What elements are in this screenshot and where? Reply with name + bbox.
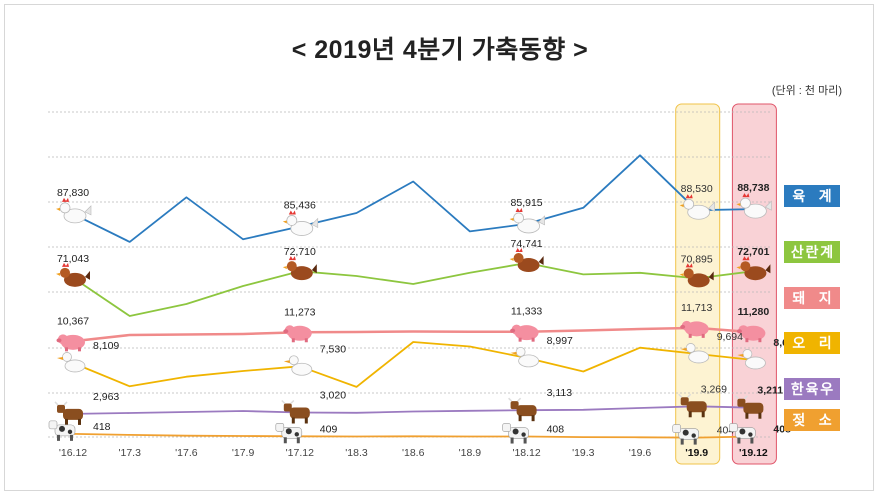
x-tick-label: '17.3	[118, 447, 141, 459]
series-line-hanwoo	[72, 405, 754, 415]
legend-duck: 오 리	[784, 332, 840, 354]
data-label-duck: 9,694	[717, 331, 743, 343]
data-label-dairy: 408	[547, 424, 565, 436]
series-line-dairy	[72, 433, 754, 439]
data-label-layer: 74,741	[511, 238, 543, 250]
hen-icon	[736, 256, 771, 281]
x-tick-label: '17.12	[286, 447, 314, 459]
series-line-pig	[72, 326, 754, 343]
chicken-icon	[509, 207, 545, 234]
data-label-dairy: 409	[320, 423, 338, 435]
duck-icon	[680, 343, 710, 364]
cow-icon	[678, 393, 707, 418]
data-label-chicken: 88,738	[737, 182, 769, 194]
pig-icon	[56, 334, 85, 352]
series-line-chicken	[72, 154, 754, 243]
pig-icon	[510, 324, 539, 342]
dairy-cow-icon	[729, 423, 756, 444]
data-label-pig: 11,280	[738, 306, 770, 318]
chart-title: < 2019년 4분기 가축동향 >	[291, 36, 589, 64]
data-label-pig: 11,713	[681, 302, 712, 314]
data-label-pig: 10,367	[57, 315, 89, 327]
cow-icon	[54, 401, 83, 425]
duck-icon	[283, 355, 313, 376]
dairy-cow-icon	[48, 420, 76, 441]
data-label-duck: 8,109	[93, 340, 119, 352]
cow-icon	[734, 395, 764, 419]
chicken-icon	[679, 194, 715, 220]
data-label-dairy: 418	[93, 421, 111, 433]
x-tick-label: '18.9	[459, 447, 482, 459]
dairy-cow-icon	[275, 422, 303, 444]
chicken-icon	[736, 193, 772, 219]
duck-icon	[737, 349, 766, 370]
pig-icon	[680, 320, 709, 338]
dairy-cow-icon	[672, 424, 700, 445]
hen-icon	[509, 248, 544, 273]
chart-frame	[4, 4, 874, 491]
data-label-duck: 8,997	[547, 335, 573, 347]
data-label-chicken: 88,530	[681, 183, 713, 195]
data-label-chicken: 85,915	[511, 197, 543, 209]
data-label-hanwoo: 3,113	[547, 387, 573, 399]
data-label-hanwoo: 3,269	[701, 383, 727, 395]
x-tick-label: '18.12	[512, 447, 540, 459]
x-tick-label: '19.12	[739, 447, 768, 459]
x-tick-label: '18.3	[345, 447, 368, 459]
data-label-layer: 71,043	[57, 253, 89, 265]
cow-icon	[281, 399, 310, 424]
cow-icon	[508, 397, 537, 422]
data-label-layer: 72,710	[284, 246, 316, 258]
legend-chicken: 육 계	[784, 185, 840, 207]
data-label-layer: 72,701	[737, 246, 769, 258]
duck-icon	[57, 352, 86, 373]
chicken-icon	[56, 197, 92, 224]
pig-icon	[736, 325, 766, 343]
x-tick-label: '17.6	[175, 447, 198, 459]
unit-label: (단위 : 천 마리)	[771, 85, 842, 97]
chicken-icon	[282, 210, 319, 236]
series-line-layer	[72, 262, 754, 317]
legend-dairy: 젖 소	[784, 409, 840, 431]
x-tick-label: '17.9	[232, 447, 255, 459]
data-label-duck: 7,530	[320, 343, 346, 355]
highlight-panel-1912	[731, 103, 777, 465]
dairy-cow-icon	[502, 423, 529, 444]
data-label-pig: 11,273	[284, 306, 315, 318]
x-tick-label: '18.6	[402, 447, 425, 459]
data-label-pig: 11,333	[511, 306, 542, 318]
x-tick-label: '16.12	[59, 447, 87, 459]
data-label-layer: 70,895	[681, 253, 713, 265]
data-label-chicken: 87,830	[57, 187, 89, 199]
data-label-hanwoo: 2,963	[93, 391, 119, 403]
pig-icon	[283, 325, 312, 343]
series-line-duck	[72, 341, 754, 388]
x-tick-label: '19.9	[685, 447, 708, 459]
legend-pig: 돼 지	[784, 287, 840, 309]
hen-icon	[679, 263, 714, 288]
duck-icon	[510, 347, 539, 368]
data-label-hanwoo: 3,020	[320, 390, 346, 402]
x-tick-label: '19.3	[572, 447, 595, 459]
x-tick-label: '19.6	[629, 447, 652, 459]
data-label-hanwoo: 3,211	[757, 385, 783, 397]
hen-icon	[282, 256, 317, 281]
hen-icon	[56, 262, 90, 287]
data-label-chicken: 85,436	[284, 199, 316, 211]
